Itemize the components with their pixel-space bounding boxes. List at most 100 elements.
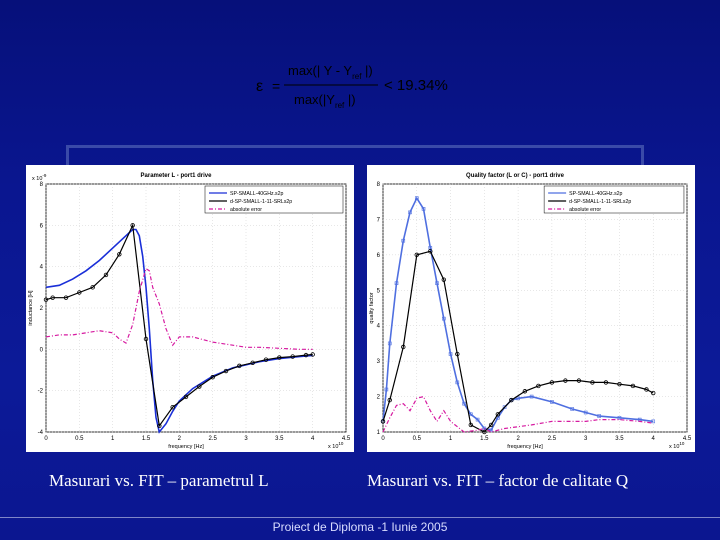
data-point xyxy=(157,423,162,428)
data-point xyxy=(394,281,399,285)
y-tick-label: 8 xyxy=(40,182,44,188)
y-exponent-power: -9 xyxy=(42,173,46,178)
x-tick-label: 1 xyxy=(449,436,453,442)
x-tick-label: 4.5 xyxy=(683,436,692,442)
x-tick-label: 0 xyxy=(381,436,385,442)
x-axis-label: frequency [Hz] xyxy=(168,444,204,450)
x-tick-label: 3 xyxy=(244,436,248,442)
y-tick-label: 2 xyxy=(377,395,381,401)
data-point xyxy=(401,238,406,243)
data-point xyxy=(597,414,601,418)
data-point xyxy=(455,380,460,385)
data-point xyxy=(448,352,453,356)
x-tick-label: 3.5 xyxy=(275,436,284,442)
data-point xyxy=(570,407,574,411)
data-point xyxy=(651,390,656,396)
x-tick-label: 4 xyxy=(311,436,315,442)
y-exponent-label: x 10-9 xyxy=(32,173,47,182)
data-point xyxy=(630,383,636,389)
data-point xyxy=(651,419,656,424)
series-line-absolute-error xyxy=(45,267,313,350)
frame-line-top xyxy=(66,145,644,148)
data-point xyxy=(495,412,501,417)
x-tick-label: 4.5 xyxy=(342,436,351,442)
y-tick-label: 2 xyxy=(40,306,44,312)
y-tick-label: 1 xyxy=(377,430,381,436)
formula-denominator: max(|Yref |) xyxy=(294,92,356,110)
y-tick-label: 4 xyxy=(40,265,44,271)
x-tick-label: 4 xyxy=(652,436,656,442)
x-tick-label: 2.5 xyxy=(548,436,557,442)
data-point xyxy=(502,405,507,409)
formula-numerator: max(| Y - Yref |) xyxy=(288,63,373,81)
data-point xyxy=(455,351,460,357)
y-exponent-base: x 10 xyxy=(32,176,42,182)
data-point xyxy=(421,206,426,211)
data-point xyxy=(277,355,282,360)
data-point xyxy=(143,336,149,342)
data-point xyxy=(617,416,622,420)
data-point xyxy=(414,252,419,258)
formula-result: < 19.34% xyxy=(384,77,448,94)
chart-title: Parameter L - port1 drive xyxy=(141,173,213,179)
y-axis-label: quality factor xyxy=(369,292,375,323)
x-exponent-base: x 10 xyxy=(328,444,338,450)
y-tick-label: 7 xyxy=(377,217,381,223)
data-point xyxy=(435,281,439,285)
series-line-d-sp-small-1-11-srls2p xyxy=(45,223,313,428)
data-point xyxy=(183,394,189,400)
y-tick-label: 6 xyxy=(40,223,44,229)
data-point xyxy=(529,394,534,399)
formula-numerator-sub: ref xyxy=(352,72,362,81)
data-point xyxy=(237,363,242,369)
legend-label: d-SP-SMALL-1-11-SRLs2p xyxy=(569,199,631,205)
data-point xyxy=(103,272,109,278)
data-point xyxy=(90,285,95,290)
x-tick-label: 2 xyxy=(178,436,182,442)
data-point xyxy=(482,429,487,435)
data-point xyxy=(522,389,528,394)
y-tick-label: 3 xyxy=(377,359,381,365)
legend-box xyxy=(204,185,344,214)
chart-quality-factor-panel: Quality factor (L or C) - port1 drive 0 0.… xyxy=(367,165,695,452)
x-exponent-base: x 10 xyxy=(669,444,679,450)
data-point xyxy=(489,428,493,433)
x-axis-label: frequency [Hz] xyxy=(507,444,543,450)
data-point xyxy=(223,368,229,374)
caption-quality-factor: Masurari vs. FIT – factor de calitate Q xyxy=(367,471,629,490)
error-formula: ε = max(| Y - Yref |) max(|Yref |) < 19.… xyxy=(256,63,448,110)
footer-divider xyxy=(0,517,720,518)
legend-label: absolute error xyxy=(230,207,262,213)
plot-area xyxy=(382,183,688,433)
data-point xyxy=(509,397,514,403)
data-point xyxy=(428,249,433,254)
footer-text: Proiect de Diploma -1 Iunie 2005 xyxy=(272,520,448,534)
legend-label: d-SP-SMALL-1-11-SRLs2p xyxy=(230,199,292,205)
legend-label: SP-SMALL-40GHz.s2p xyxy=(569,191,622,197)
x-exponent-power: 10 xyxy=(679,441,685,446)
data-point xyxy=(63,295,69,300)
data-point xyxy=(603,380,609,385)
x-tick-label: 0 xyxy=(44,436,48,442)
series-line-sp-small-40ghz-s2p xyxy=(382,196,654,432)
data-point xyxy=(644,387,649,392)
x-tick-label: 0.5 xyxy=(413,436,422,442)
data-point xyxy=(563,378,568,383)
data-point xyxy=(536,383,541,389)
x-tick-label: 2 xyxy=(516,436,520,442)
data-point xyxy=(43,297,49,302)
x-tick-label: 2.5 xyxy=(208,436,217,442)
x-tick-label: 1 xyxy=(111,436,115,442)
data-point xyxy=(384,387,389,392)
data-point xyxy=(516,396,520,401)
formula-denominator-end: |) xyxy=(344,92,355,107)
y-tick-label: 6 xyxy=(377,253,381,259)
y-tick-label: 4 xyxy=(377,324,381,330)
series-line-absolute-error xyxy=(382,395,654,433)
data-point xyxy=(462,401,466,406)
x-tick-label: 3 xyxy=(584,436,588,442)
x-tick-label: 1.5 xyxy=(480,436,489,442)
data-point xyxy=(442,316,446,321)
data-point xyxy=(408,210,412,215)
series-line-d-sp-small-1-11-srls2p xyxy=(382,250,654,433)
